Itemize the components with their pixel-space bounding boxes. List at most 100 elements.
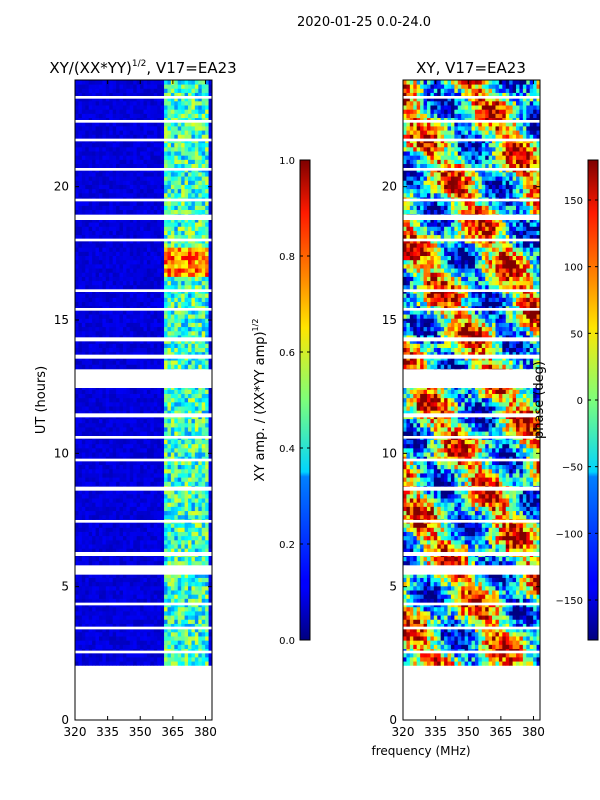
heatmap-cell [201, 581, 206, 587]
heatmap-cell [198, 251, 203, 256]
heatmap-cell [146, 142, 151, 148]
heatmap-cell [164, 343, 168, 348]
heatmap-cell [129, 309, 134, 315]
heatmap-cell [140, 217, 144, 223]
heatmap-cell [143, 548, 148, 553]
heatmap-cell [136, 447, 141, 453]
heatmap-cell [122, 460, 127, 466]
heatmap-cell [81, 606, 86, 612]
heatmap-cell [157, 422, 162, 428]
heatmap-cell [174, 468, 179, 474]
heatmap-cell [198, 544, 203, 549]
heatmap-cell [167, 247, 172, 252]
heatmap-cell [208, 318, 212, 323]
heatmap-cell [164, 640, 168, 645]
heatmap-cell [140, 452, 144, 457]
heatmap-cell [201, 209, 206, 215]
heatmap-cell [198, 351, 203, 357]
heatmap-cell [98, 431, 103, 436]
heatmap-cell [150, 243, 155, 248]
heatmap-cell [109, 142, 114, 148]
heatmap-cell [146, 619, 151, 624]
heatmap-cell [105, 610, 110, 616]
heatmap-cell [188, 610, 192, 616]
heatmap-cell [191, 598, 196, 604]
heatmap-cell [116, 468, 120, 474]
heatmap-cell [201, 230, 206, 236]
heatmap-cell [191, 577, 196, 583]
heatmap-cell [109, 610, 114, 616]
heatmap-cell [92, 309, 96, 315]
heatmap-cell [201, 205, 206, 211]
heatmap-cell [102, 506, 107, 512]
heatmap-cell [194, 615, 199, 620]
heatmap-cell [201, 318, 206, 323]
heatmap-cell [143, 255, 148, 261]
heatmap-cell [140, 364, 144, 369]
heatmap-cell [157, 243, 162, 248]
heatmap-cell [177, 556, 182, 562]
heatmap-cell [88, 222, 93, 227]
heatmap-cell [81, 217, 86, 223]
heatmap-cell [160, 364, 165, 369]
heatmap-cell [102, 548, 107, 553]
heatmap-cell [136, 506, 141, 512]
heatmap-cell [188, 318, 192, 323]
heatmap-cell [116, 268, 120, 273]
heatmap-cell [184, 493, 189, 499]
heatmap-cell [95, 548, 100, 553]
heatmap-cell [164, 422, 168, 428]
heatmap-cell [109, 581, 114, 587]
heatmap-cell [205, 326, 209, 332]
heatmap-cell [167, 502, 172, 507]
heatmap-cell [98, 226, 103, 231]
heatmap-cell [85, 192, 90, 198]
heatmap-cell [174, 389, 179, 394]
heatmap-cell [181, 360, 185, 365]
heatmap-cell [150, 184, 155, 190]
heatmap-cell [122, 531, 127, 537]
heatmap-cell [129, 489, 134, 495]
heatmap-cell [194, 146, 199, 152]
heatmap-cell [160, 222, 165, 227]
heatmap-cell [201, 360, 206, 365]
heatmap-cell [164, 627, 168, 633]
heatmap-cell [177, 389, 182, 394]
heatmap-cell [109, 192, 114, 198]
heatmap-cell [119, 276, 124, 282]
heatmap-cell [201, 452, 206, 457]
heatmap-cell [150, 297, 155, 302]
heatmap-cell [146, 452, 151, 457]
heatmap-cell [170, 309, 175, 315]
heatmap-cell [88, 548, 93, 553]
heatmap-cell [88, 151, 93, 156]
heatmap-cell [201, 284, 206, 290]
heatmap-cell [174, 577, 179, 583]
heatmap-cell [126, 326, 131, 332]
heatmap-cell [88, 322, 93, 328]
heatmap-cell [177, 151, 182, 156]
heatmap-cell [92, 598, 96, 604]
heatmap-cell [109, 188, 114, 194]
heatmap-cell [170, 531, 175, 537]
heatmap-cell [98, 259, 103, 265]
heatmap-cell [153, 222, 158, 227]
heatmap-cell [167, 188, 172, 194]
heatmap-cell [81, 176, 86, 181]
heatmap-cell [191, 573, 196, 578]
heatmap-cell [88, 280, 93, 286]
heatmap-cell [78, 209, 83, 215]
heatmap-cell [105, 640, 110, 645]
heatmap-cell [95, 514, 100, 520]
heatmap-cell [126, 640, 131, 645]
heatmap-cell [133, 268, 138, 273]
heatmap-cell [174, 176, 179, 181]
heatmap-cell [174, 272, 179, 277]
heatmap-cell [102, 510, 107, 516]
heatmap-cell [143, 627, 148, 633]
heatmap-cell [153, 276, 158, 282]
heatmap-cell [140, 330, 144, 336]
heatmap-cell [81, 401, 86, 407]
heatmap-cell [201, 661, 206, 666]
heatmap-cell [78, 506, 83, 512]
